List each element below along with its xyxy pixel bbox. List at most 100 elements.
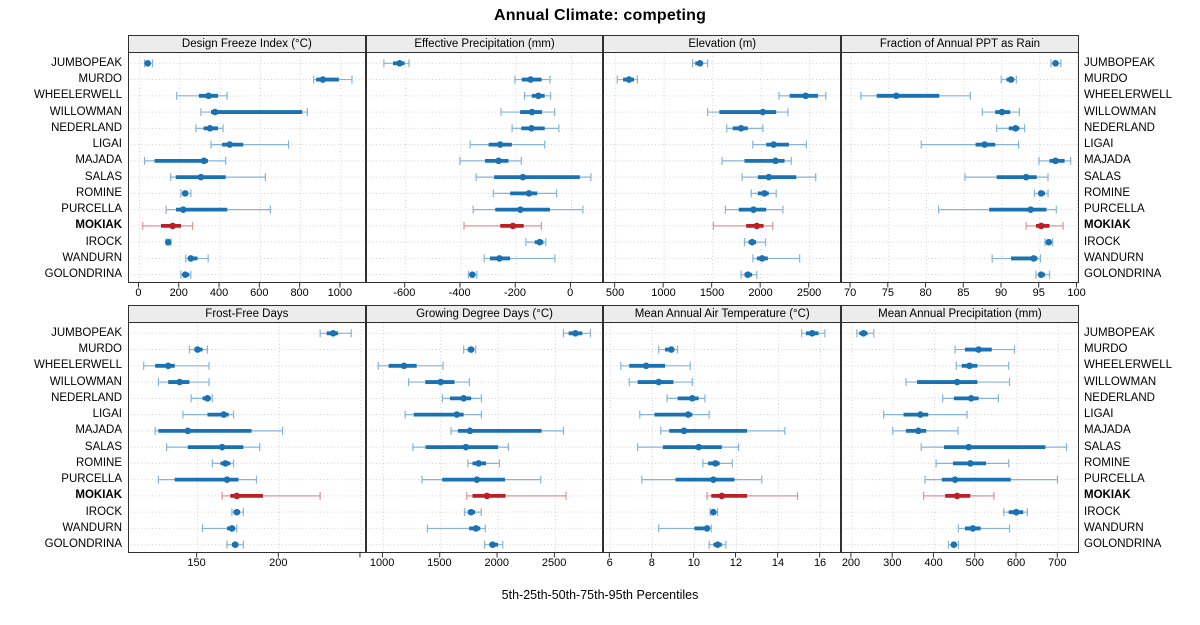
- series-IROCK: [744, 238, 767, 247]
- x-tick-label: 8: [648, 557, 655, 569]
- median-dot: [144, 60, 152, 67]
- x-tick-label: 16: [813, 557, 827, 569]
- median-dot: [1012, 125, 1019, 132]
- median-dot: [528, 108, 535, 116]
- median-dot: [534, 92, 542, 100]
- site-label-left: PURCELLA: [61, 473, 122, 486]
- series-ROMINE: [211, 459, 235, 468]
- series-LIGAI: [404, 410, 482, 419]
- x-tick-label: 500: [605, 287, 625, 299]
- series-LIGAI: [883, 410, 968, 419]
- median-dot: [400, 362, 408, 370]
- series-MOKIAK: [706, 491, 799, 500]
- median-dot: [689, 395, 697, 402]
- series-WHEELERWELL: [860, 91, 971, 100]
- series-NEDERLAND: [195, 124, 224, 133]
- median-dot: [329, 330, 337, 337]
- median-dot: [494, 157, 502, 165]
- x-tick-label: 1500: [427, 557, 452, 569]
- series-MURDO: [188, 345, 209, 354]
- series-JUMBOPEAK: [692, 59, 709, 68]
- median-dot: [164, 238, 172, 246]
- site-label-left: SALAS: [84, 170, 122, 183]
- panel-Effective Precipitation (mm): [365, 53, 604, 283]
- series-MURDO: [462, 345, 476, 354]
- site-label-right: PURCELLA: [1084, 203, 1145, 216]
- series-WANDURN: [991, 254, 1042, 263]
- series-WILLOWMAN: [157, 378, 210, 387]
- panel-strip-title: Mean Annual Precipitation (mm): [878, 308, 1042, 320]
- x-tick-label: -400: [448, 287, 471, 299]
- median-dot: [222, 460, 229, 467]
- median-dot: [643, 362, 650, 370]
- site-label-left: MAJADA: [75, 424, 122, 437]
- series-MURDO: [513, 75, 551, 84]
- series-MAJADA: [1038, 156, 1072, 165]
- series-NEDERLAND: [441, 394, 482, 403]
- series-SALAS: [412, 443, 509, 452]
- series-ROMINE: [1033, 189, 1049, 198]
- x-tick-label: 400: [924, 557, 943, 569]
- series-WANDURN: [957, 524, 1011, 533]
- median-dot: [951, 476, 959, 483]
- series-IROCK: [525, 238, 547, 247]
- series-MAJADA: [458, 156, 522, 165]
- median-dot: [969, 525, 977, 532]
- series-JUMBOPEAK: [319, 329, 352, 338]
- series-MOKIAK: [221, 491, 321, 500]
- series-LIGAI: [639, 410, 711, 419]
- site-label-left: NEDERLAND: [51, 391, 122, 404]
- site-label-right: WHEELERWELL: [1084, 89, 1172, 102]
- x-tick-label: 90: [994, 287, 1008, 299]
- series-GOLONDRINA: [947, 540, 960, 549]
- x-tick-label: 2500: [541, 557, 567, 569]
- site-label-left: MURDO: [78, 343, 122, 356]
- series-GOLONDRINA: [226, 540, 244, 549]
- median-dot: [218, 443, 226, 451]
- x-tick-label: 75: [881, 287, 894, 299]
- series-GOLONDRINA: [483, 540, 504, 549]
- median-dot: [714, 541, 722, 548]
- series-IROCK: [1003, 508, 1028, 517]
- series-SALAS: [637, 443, 740, 452]
- site-label-right: IROCK: [1084, 235, 1121, 248]
- series-SALAS: [741, 173, 817, 182]
- median-dot: [206, 125, 214, 132]
- median-dot: [495, 255, 503, 262]
- median-dot: [536, 238, 543, 246]
- x-tick-label: 1000: [369, 557, 395, 569]
- median-dot: [809, 330, 816, 337]
- series-MURDO: [617, 75, 639, 84]
- median-dot: [770, 141, 778, 148]
- median-dot: [1030, 255, 1038, 262]
- median-dot: [917, 411, 924, 418]
- median-dot: [750, 206, 758, 213]
- site-label-left: MOKIAK: [75, 219, 122, 232]
- panel-strip: Elevation (m): [603, 35, 842, 53]
- median-dot: [759, 255, 766, 262]
- series-SALAS: [165, 443, 261, 452]
- series-SALAS: [920, 443, 1068, 452]
- series-LIGAI: [182, 410, 235, 419]
- series-MOKIAK: [142, 221, 194, 230]
- series-WILLOWMAN: [905, 378, 1011, 387]
- panel-strip-title: Elevation (m): [688, 38, 757, 50]
- series-IROCK: [463, 508, 482, 517]
- panel-Frost-Free Days: [128, 323, 366, 553]
- x-axis-ticks: [849, 283, 1078, 288]
- x-tick-label: 800: [290, 287, 309, 299]
- series-LIGAI: [920, 140, 1020, 149]
- panel-strip: Mean Annual Air Temperature (°C): [603, 305, 842, 323]
- median-dot: [1038, 190, 1045, 197]
- series-WANDURN: [201, 524, 238, 533]
- series-WILLOWMAN: [981, 108, 1021, 117]
- median-dot: [179, 206, 187, 213]
- median-dot: [1022, 173, 1030, 181]
- x-tick-label: 2000: [484, 557, 509, 569]
- median-dot: [231, 541, 239, 548]
- series-MURDO: [954, 345, 1016, 354]
- series-MAJADA: [143, 156, 227, 165]
- median-dot: [474, 460, 482, 467]
- median-dot: [516, 206, 524, 213]
- x-tick-label: 95: [1032, 287, 1045, 299]
